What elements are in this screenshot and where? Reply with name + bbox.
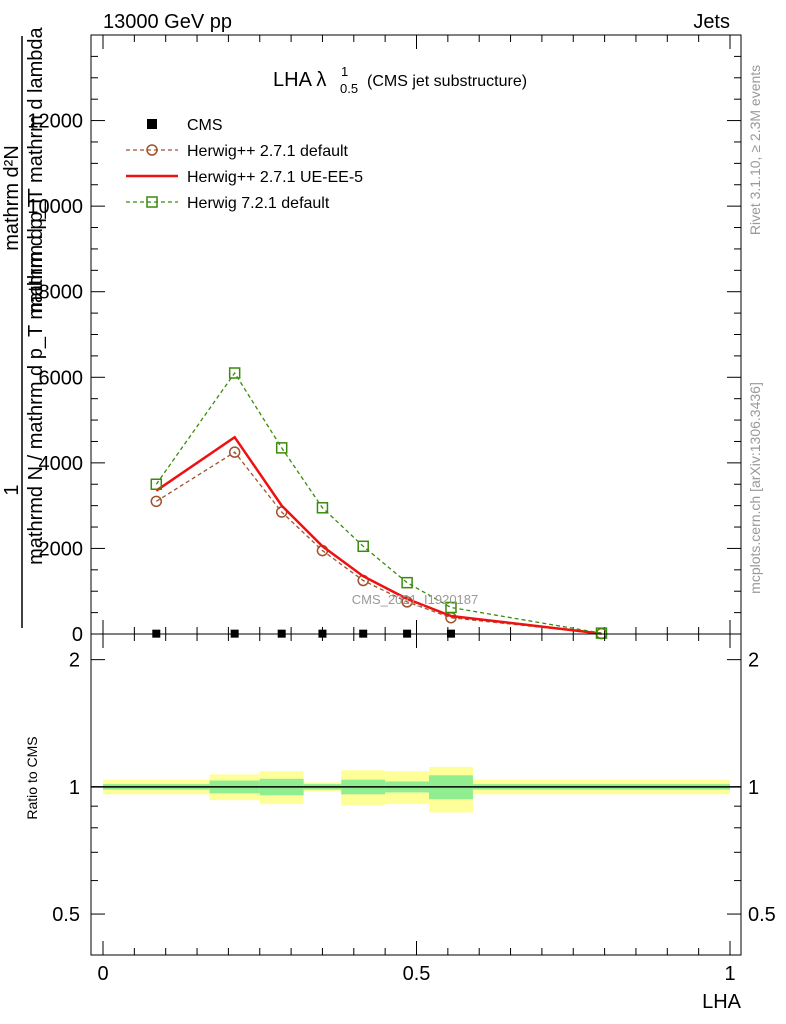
header-right: Jets — [693, 11, 730, 33]
x-tick-label: 1 — [724, 963, 735, 985]
x-tick-label: 0.5 — [403, 963, 431, 985]
data-point-circle — [150, 495, 163, 508]
legend-label: Herwig++ 2.7.1 UE-EE-5 — [187, 169, 363, 186]
y-label-denominator-2: mathrm d p_T mathrm d lambda — [25, 26, 47, 312]
y-label-denominator: mathrmd N / mathrm d p_T mathrm d p_T — [25, 195, 47, 565]
ratio-y-tick-label: 2 — [69, 650, 80, 672]
data-point-square — [228, 367, 241, 379]
y-tick-label: 2000 — [39, 538, 84, 560]
ratio-y-tick-label-right: 2 — [748, 650, 759, 672]
y-tick-label: 6000 — [39, 367, 84, 389]
legend-label: Herwig 7.2.1 default — [187, 195, 330, 212]
ratio-panel: 0 0.5 1 LHA 0.5 0.5 1 1 2 2 Ratio to CMS — [24, 633, 776, 1013]
series-3 — [150, 367, 608, 639]
x-tick-label: 0 — [97, 963, 108, 985]
data-point-circle — [228, 446, 241, 458]
ratio-y-tick-label: 0.5 — [52, 904, 80, 926]
y-axis-label: 1 mathrmd N / mathrm d p_T mathrm d p_Tma… — [1, 26, 47, 628]
y-tick-label: 0 — [72, 624, 83, 646]
chart-title: LHA λ 1 0.5 (CMS jet substructure) — [273, 64, 527, 96]
data-point-square — [150, 478, 163, 490]
data-point-square — [445, 601, 457, 614]
data-point-square — [275, 442, 288, 454]
data-point-square — [595, 627, 608, 639]
x-axis-label: LHA — [702, 991, 742, 1013]
y-tick-label: 8000 — [39, 282, 84, 304]
series-2 — [155, 435, 602, 635]
data-point-square — [401, 576, 413, 589]
series-line — [155, 451, 602, 635]
chart-title-main: LHA λ — [273, 69, 326, 91]
y-tick-label: 12000 — [27, 111, 83, 133]
ratio-y-tick-label: 1 — [69, 777, 80, 799]
data-point-circle — [146, 144, 158, 156]
chart-title-sub: 0.5 — [340, 81, 358, 96]
y-label-numerator: 1 — [1, 484, 23, 495]
ratio-y-tick-label-right: 0.5 — [748, 904, 776, 926]
series-1 — [150, 446, 608, 640]
data-point-square — [316, 502, 329, 514]
chart-title-note: (CMS jet substructure) — [367, 73, 527, 90]
watermark: CMS_2021_I1920187 — [352, 592, 479, 607]
header-left: 13000 GeV pp — [103, 11, 232, 33]
data-point-square — [357, 540, 369, 553]
series-line — [155, 371, 602, 634]
data-point-square — [146, 196, 158, 208]
series-line — [155, 435, 602, 635]
y-tick-label: 10000 — [27, 196, 83, 218]
legend: CMS Herwig++ 2.7.1 default Herwig++ 2.7.1 … — [126, 117, 363, 212]
ratio-y-tick-label-right: 1 — [748, 777, 759, 799]
legend-label: Herwig++ 2.7.1 default — [187, 143, 349, 160]
legend-label: CMS — [187, 117, 223, 134]
y-tick-label: 4000 — [39, 453, 84, 475]
header: 13000 GeV pp Jets — [103, 11, 730, 33]
legend-marker — [147, 119, 157, 129]
mcplots-label: mcplots.cern.ch [arXiv:1306.3436] — [747, 382, 763, 594]
chart-title-sup: 1 — [341, 64, 348, 79]
rivet-label: Rivet 3.1.10, ≥ 2.3M events — [747, 65, 763, 235]
y-label-numerator-2: mathrm d²N — [1, 145, 23, 251]
ratio-y-axis-label: Ratio to CMS — [24, 736, 40, 819]
